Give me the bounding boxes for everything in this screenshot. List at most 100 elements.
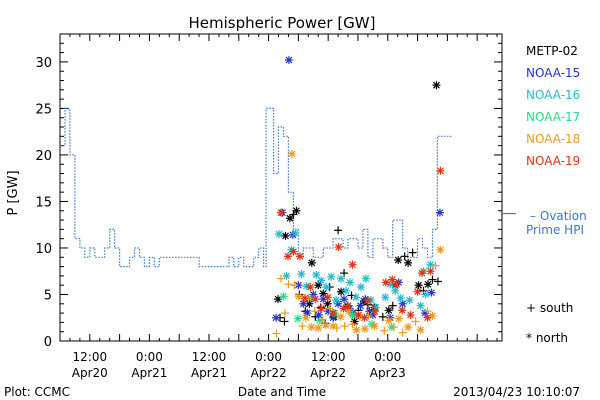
north-marker (285, 214, 294, 223)
marker-stroke (324, 300, 332, 308)
north-marker (299, 299, 308, 308)
north-marker (340, 295, 349, 304)
north-marker (279, 292, 288, 301)
marker-stroke (296, 252, 304, 260)
north-marker (405, 296, 414, 305)
y-tick-label: 25 (35, 102, 52, 117)
north-marker (283, 252, 292, 261)
south-marker (431, 261, 440, 270)
south-marker (310, 307, 319, 316)
south-marker (408, 248, 417, 257)
north-marker (384, 316, 393, 325)
marker-stroke (316, 317, 324, 324)
marker-stroke (275, 230, 283, 238)
marker-stroke (397, 294, 405, 302)
north-marker (354, 310, 363, 319)
marker-stroke (415, 281, 422, 289)
marker-stroke (301, 294, 309, 302)
north-marker (413, 287, 422, 296)
north-marker (334, 243, 343, 252)
marker-stroke (357, 283, 365, 291)
south-marker (388, 301, 397, 310)
plot-frame (59, 33, 503, 342)
north-marker (370, 307, 379, 316)
north-marker (301, 313, 310, 322)
legend-entry: NOAA-18 (526, 132, 580, 146)
y-tick-label: 5 (44, 288, 52, 303)
marker-stroke (385, 317, 393, 324)
south-marker (340, 322, 349, 331)
south-marker (411, 317, 420, 326)
x-tick-date-label: Apr20 (72, 366, 108, 380)
marker-stroke (424, 314, 431, 322)
marker-stroke (314, 324, 322, 332)
marker-stroke (361, 314, 368, 322)
marker-stroke (314, 281, 322, 289)
north-marker (337, 274, 346, 283)
marker-stroke (332, 296, 340, 304)
north-marker (384, 306, 393, 315)
north-marker (312, 270, 321, 279)
south-marker (400, 252, 409, 261)
legend-entry: NOAA-17 (526, 110, 580, 124)
north-marker (392, 280, 401, 289)
north-marker (344, 301, 353, 310)
north-marker (436, 166, 445, 175)
marker-stroke (417, 326, 424, 334)
north-marker (294, 292, 303, 301)
x-tick-label: 12:00 (311, 350, 346, 364)
x-tick-date-label: Apr21 (131, 366, 167, 380)
x-tick-date-label: Apr22 (251, 366, 287, 380)
y-tick-label: 10 (35, 242, 52, 257)
north-marker (421, 290, 430, 299)
marker-stroke (289, 248, 297, 256)
ovation-step-line (60, 107, 453, 268)
north-marker (314, 323, 323, 332)
marker-stroke (349, 311, 356, 319)
north-marker (363, 296, 372, 305)
x-tick-label: 0:00 (374, 350, 401, 364)
marker-stroke (355, 311, 362, 319)
marker-stroke (414, 288, 421, 296)
marker-stroke (297, 270, 305, 278)
legend-south: + south (526, 301, 573, 315)
north-marker (281, 231, 290, 240)
north-marker (293, 314, 302, 323)
marker-stroke (295, 292, 303, 300)
marker-stroke (302, 282, 310, 290)
north-marker (381, 293, 390, 302)
marker-stroke (393, 280, 401, 288)
north-marker (329, 322, 338, 331)
marker-stroke (311, 295, 319, 303)
data-points (272, 56, 445, 338)
legend-entry: NOAA-19 (526, 154, 580, 168)
marker-stroke (349, 261, 356, 269)
north-marker (295, 252, 304, 261)
north-marker (360, 324, 369, 333)
chart-title: Hemispheric Power [GW] (189, 14, 376, 32)
marker-stroke (322, 283, 330, 291)
marker-stroke (285, 56, 293, 64)
north-marker (394, 256, 403, 265)
marker-stroke (335, 243, 343, 251)
legend: METP-02 NOAA-15 NOAA-16 NOAA-17 NOAA-18 NOAA-… (526, 44, 587, 345)
marker-stroke (436, 167, 444, 175)
north-marker (317, 276, 326, 285)
north-marker (292, 206, 301, 215)
north-marker (307, 258, 316, 267)
marker-stroke (427, 267, 434, 275)
north-marker (370, 322, 379, 331)
marker-stroke (404, 259, 412, 267)
north-marker (348, 260, 357, 269)
marker-stroke (294, 315, 302, 323)
x-tick-label: 12:00 (73, 350, 108, 364)
north-marker (406, 310, 415, 319)
marker-stroke (394, 256, 402, 264)
north-marker (322, 283, 331, 292)
south-marker (398, 328, 407, 337)
marker-stroke (291, 229, 299, 237)
north-marker (289, 247, 298, 256)
south-marker (290, 281, 299, 290)
north-marker (351, 293, 360, 302)
marker-stroke (288, 150, 296, 158)
